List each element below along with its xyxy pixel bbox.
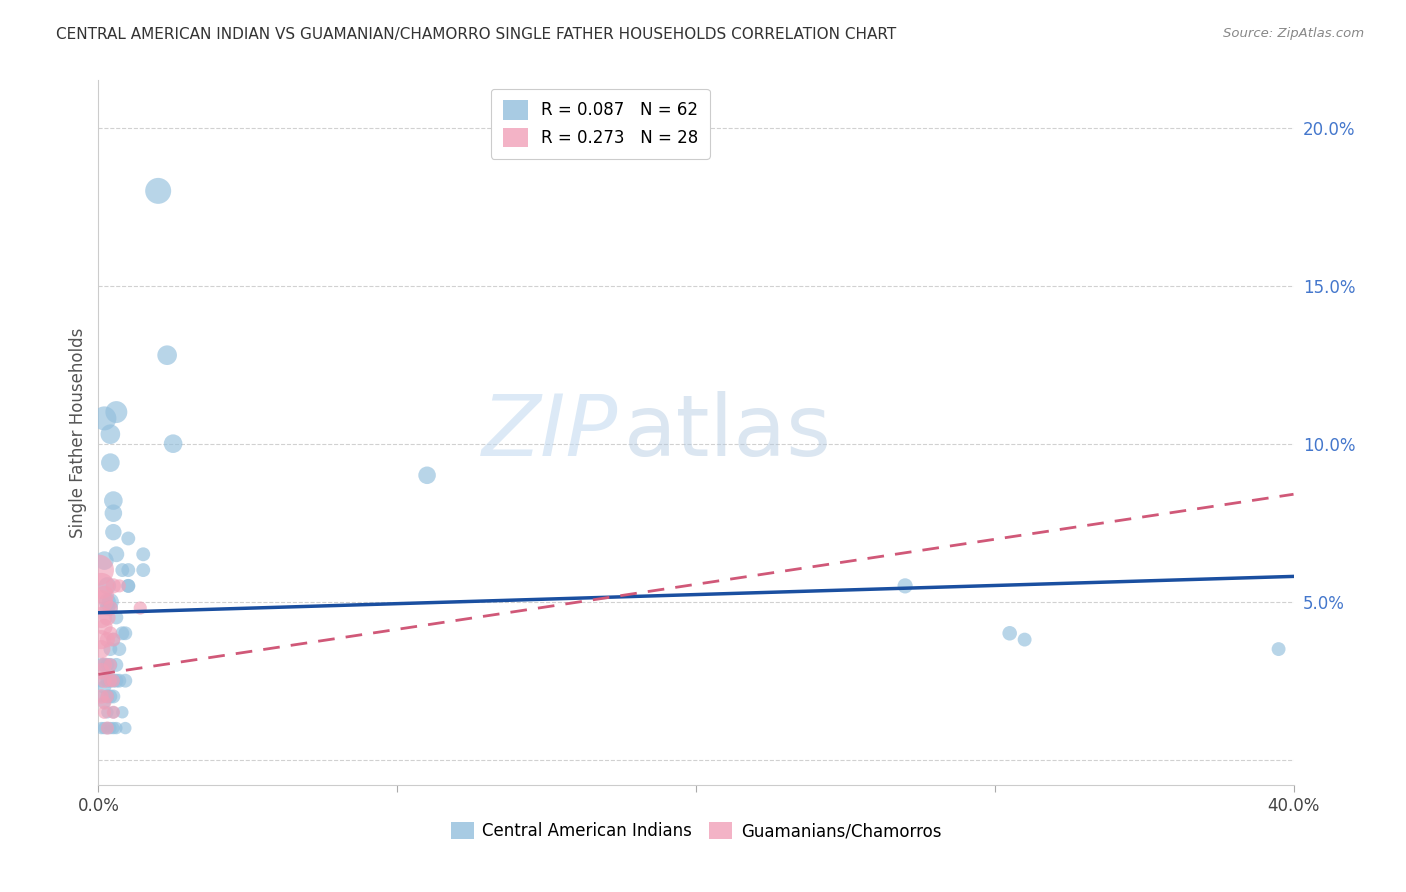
Point [90, 664, 112, 678]
Point [103, 673, 125, 688]
Point [103, 506, 125, 520]
Point [117, 579, 139, 593]
Point [108, 673, 131, 688]
Point [111, 563, 134, 577]
Point [117, 563, 139, 577]
Point [93, 680, 115, 694]
Point [96, 690, 118, 704]
Point [98, 721, 122, 735]
Point [114, 673, 136, 688]
Point [132, 547, 155, 561]
Point [105, 547, 128, 561]
Point [998, 626, 1021, 640]
Point [98, 601, 122, 615]
Point [105, 673, 128, 688]
Point [111, 626, 134, 640]
Text: atlas: atlas [624, 391, 832, 475]
Point [98, 427, 122, 442]
Point [1267, 642, 1289, 657]
Point [93, 657, 115, 672]
Point [103, 673, 125, 688]
Point [96, 601, 118, 615]
Point [98, 690, 122, 704]
Point [93, 696, 115, 710]
Point [98, 673, 122, 688]
Point [96, 579, 118, 593]
Point [98, 657, 122, 672]
Point [105, 721, 128, 735]
Point [93, 657, 115, 672]
Point [93, 588, 115, 602]
Point [93, 721, 115, 735]
Point [93, 696, 115, 710]
Point [98, 657, 122, 672]
Text: Source: ZipAtlas.com: Source: ZipAtlas.com [1223, 27, 1364, 40]
Text: CENTRAL AMERICAN INDIAN VS GUAMANIAN/CHAMORRO SINGLE FATHER HOUSEHOLDS CORRELATI: CENTRAL AMERICAN INDIAN VS GUAMANIAN/CHA… [56, 27, 897, 42]
Point [117, 532, 139, 546]
Point [98, 601, 122, 615]
Point [103, 690, 125, 704]
Point [103, 721, 125, 735]
Point [416, 468, 439, 483]
Legend: Central American Indians, Guamanians/Chamorros: Central American Indians, Guamanians/Cha… [444, 815, 948, 847]
Y-axis label: Single Father Households: Single Father Households [69, 327, 87, 538]
Point [103, 632, 125, 647]
Point [103, 632, 125, 647]
Point [129, 601, 152, 615]
Point [103, 706, 125, 720]
Point [87, 563, 110, 577]
Point [117, 579, 139, 593]
Point [90, 657, 112, 672]
Point [1014, 632, 1036, 647]
Point [103, 579, 125, 593]
Point [96, 690, 118, 704]
Point [103, 493, 125, 508]
Point [111, 706, 134, 720]
Point [103, 706, 125, 720]
Point [156, 348, 179, 362]
Point [98, 626, 122, 640]
Point [114, 626, 136, 640]
Point [96, 632, 118, 647]
Point [98, 595, 122, 609]
Point [148, 184, 170, 198]
Point [103, 525, 125, 540]
Point [93, 411, 115, 425]
Point [90, 610, 112, 624]
Point [162, 436, 184, 450]
Point [96, 673, 118, 688]
Point [96, 657, 118, 672]
Point [90, 579, 112, 593]
Point [90, 673, 112, 688]
Point [894, 579, 917, 593]
Point [93, 553, 115, 567]
Point [90, 690, 112, 704]
Point [108, 642, 131, 657]
Point [93, 620, 115, 634]
Point [114, 721, 136, 735]
Point [90, 632, 112, 647]
Point [108, 579, 131, 593]
Text: ZIP: ZIP [482, 391, 619, 475]
Point [105, 405, 128, 419]
Point [93, 706, 115, 720]
Point [96, 610, 118, 624]
Point [90, 595, 112, 609]
Point [98, 642, 122, 657]
Point [96, 721, 118, 735]
Point [96, 595, 118, 609]
Point [90, 642, 112, 657]
Point [96, 721, 118, 735]
Point [132, 563, 155, 577]
Point [98, 456, 122, 470]
Point [90, 721, 112, 735]
Point [105, 657, 128, 672]
Point [96, 706, 118, 720]
Point [98, 673, 122, 688]
Point [90, 690, 112, 704]
Point [105, 610, 128, 624]
Point [93, 673, 115, 688]
